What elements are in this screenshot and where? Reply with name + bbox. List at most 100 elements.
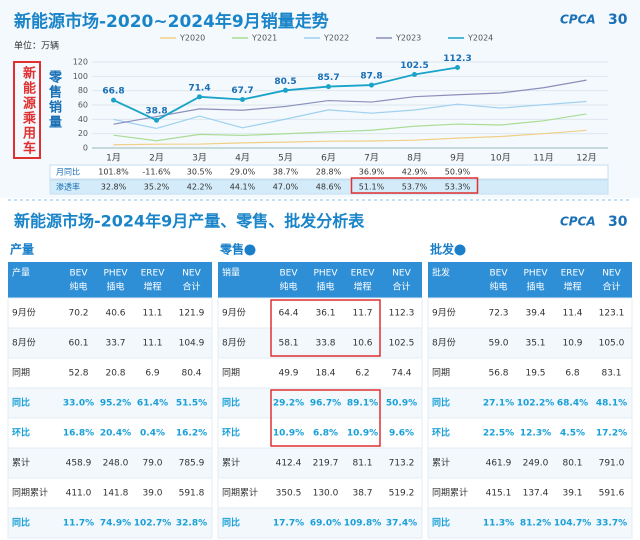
table-cell: 33.8 (315, 339, 335, 349)
table-cell: 89.1% (347, 399, 378, 409)
column-header: 增程 (353, 281, 371, 293)
table-cell: 44.1% (230, 183, 256, 192)
y-tick-label: 80 (78, 86, 88, 95)
table-row (217, 297, 423, 329)
table-row (217, 357, 423, 389)
series-line (113, 79, 587, 125)
table-cell: 137.4 (523, 489, 549, 499)
table-cell: 累计 (432, 457, 450, 469)
table-cell: 同期 (432, 368, 450, 379)
table-cell: 791.0 (599, 459, 625, 469)
table-cell: 同比 (432, 397, 450, 409)
table-cell: 38.7 (352, 489, 372, 499)
column-header: 纯电 (279, 281, 297, 293)
table-cell: 96.7% (310, 399, 341, 409)
table-cell: 10.9% (347, 429, 378, 439)
table-row (217, 417, 423, 449)
table-cell: 102.7% (134, 519, 172, 529)
table-cell: 16.8% (63, 429, 94, 439)
badge: 30 (608, 214, 628, 230)
x-tick-label: 5月 (278, 153, 293, 164)
table-cell: 11.4 (562, 309, 582, 319)
x-tick-label: 3月 (192, 153, 207, 164)
table-cell: 74.4 (391, 369, 411, 379)
point (154, 117, 159, 123)
data-label: 67.7 (231, 86, 253, 96)
table-cell: 105.0 (599, 339, 625, 349)
table-cell: 9.6% (389, 429, 414, 439)
table-cell: 同期 (12, 368, 30, 379)
x-tick-label: 8月 (407, 153, 422, 164)
column-header: 合计 (182, 281, 200, 293)
row-label: 渗透率 (56, 182, 80, 192)
table-cell: 4.5% (560, 429, 585, 439)
column-header: BEV (69, 269, 88, 279)
table-cell: 81.1 (352, 459, 372, 469)
table-cell: 350.5 (276, 489, 302, 499)
point (412, 72, 417, 78)
table-row (217, 387, 423, 419)
table-cell: 同比 (12, 517, 30, 529)
table-cell: 33.7% (596, 519, 627, 529)
point (111, 97, 116, 103)
table-cell: 8月份 (12, 337, 36, 349)
highlight-box (270, 389, 381, 447)
table-cell: 同期累计 (222, 487, 258, 499)
data-label: 102.5 (400, 61, 428, 71)
table-cell: 785.9 (179, 459, 205, 469)
table-cell: 80.1 (562, 459, 582, 469)
table-cell: 11.1 (142, 309, 162, 319)
point (283, 87, 288, 93)
table-cell: 35.2% (144, 183, 170, 192)
x-tick-label: 12月 (576, 153, 596, 164)
table-cell: 同比 (12, 397, 30, 409)
table-cell: 11.7% (63, 519, 94, 529)
table-cell: -11.6% (142, 168, 171, 177)
table-row (7, 477, 213, 509)
column-header: PHEV (523, 269, 548, 279)
table-cell: 9月份 (432, 307, 456, 319)
data-label: 71.4 (188, 83, 210, 93)
table-header (428, 262, 632, 298)
logo: CPCA (560, 215, 596, 229)
x-tick-label: 1月 (106, 153, 121, 164)
point (455, 65, 460, 71)
table-cell: 81.2% (520, 519, 551, 529)
table-cell: 6.8% (313, 429, 338, 439)
table-cell: 11.7 (352, 309, 372, 319)
table-cell: 40.6 (105, 309, 125, 319)
table-cell: 64.4 (278, 309, 298, 319)
table-cell: 6.8 (565, 369, 580, 379)
table-cell: 48.1% (596, 399, 627, 409)
table-cell: 环比 (432, 427, 450, 439)
column-header: 纯电 (69, 281, 87, 293)
table-cell: 30.5% (187, 168, 213, 177)
table-cell: 同期 (222, 368, 240, 379)
table-cell: 28.8% (316, 168, 342, 177)
table-row (217, 327, 423, 359)
table-cell: 39.0 (142, 489, 162, 499)
table-cell: 412.4 (276, 459, 302, 469)
x-tick-label: 11月 (533, 153, 553, 164)
table-cell: 80.4 (181, 369, 201, 379)
column-header: NEV (182, 269, 201, 279)
table-row (7, 417, 213, 449)
logo: CPCA (560, 13, 596, 27)
data-label: 66.8 (102, 87, 124, 97)
side-label: 新能源乘用车 (20, 66, 35, 156)
data-label: 38.8 (145, 107, 167, 117)
y-unit: 单位：万辆 (14, 40, 59, 52)
table-cell: 249.0 (523, 459, 549, 469)
table-cell: 591.8 (179, 489, 205, 499)
table-cell: 10.6 (352, 339, 372, 349)
table-cell: 70.2 (68, 309, 88, 319)
table-cell: 同期累计 (432, 487, 468, 499)
table-cell: 72.3 (488, 309, 508, 319)
table-cell: 53.7% (402, 183, 428, 192)
table-cell: 39.1 (562, 489, 582, 499)
column-header: NEV (602, 269, 621, 279)
table-row (7, 507, 213, 539)
table-row (427, 447, 633, 479)
table-cell: 33.7 (105, 339, 125, 349)
